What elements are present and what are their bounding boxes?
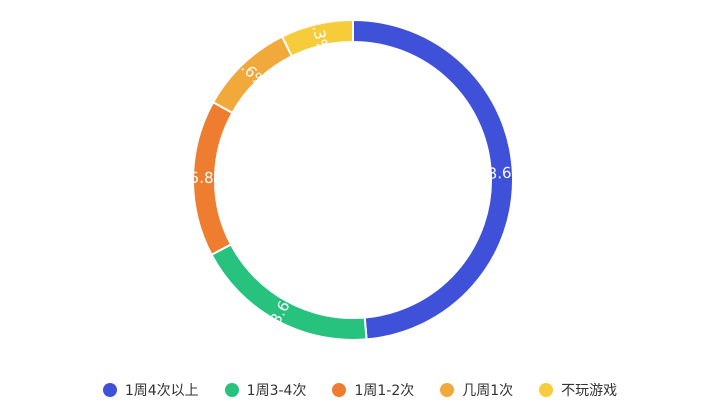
legend-dot-icon: [224, 383, 239, 397]
chart-legend: 1周4次以上 1周3-4次 1周1-2次 几周1次 不玩游戏: [0, 378, 720, 402]
legend-item-2[interactable]: 1周3-4次: [224, 380, 307, 400]
legend-dot-icon: [539, 383, 554, 397]
legend-label: 1周1-2次: [354, 383, 415, 399]
slice-label-3: 15.8%: [180, 169, 228, 188]
legend-item-5[interactable]: 不玩游戏: [539, 380, 617, 400]
legend-label: 1周4次以上: [124, 383, 199, 399]
legend-dot-icon: [102, 383, 117, 397]
legend-dot-icon: [440, 383, 455, 397]
legend-item-1[interactable]: 1周4次以上: [102, 380, 199, 400]
slice-label-1: 48.6%: [478, 163, 526, 183]
legend-label: 1周3-4次: [246, 383, 307, 399]
legend-item-3[interactable]: 1周1-2次: [332, 380, 414, 400]
legend-label: 几周1次: [462, 383, 514, 399]
legend-dot-icon: [332, 383, 347, 397]
legend-label: 不玩游戏: [561, 383, 618, 399]
legend-item-4[interactable]: 几周1次: [440, 380, 513, 400]
donut-slice-5: [280, 18, 354, 58]
